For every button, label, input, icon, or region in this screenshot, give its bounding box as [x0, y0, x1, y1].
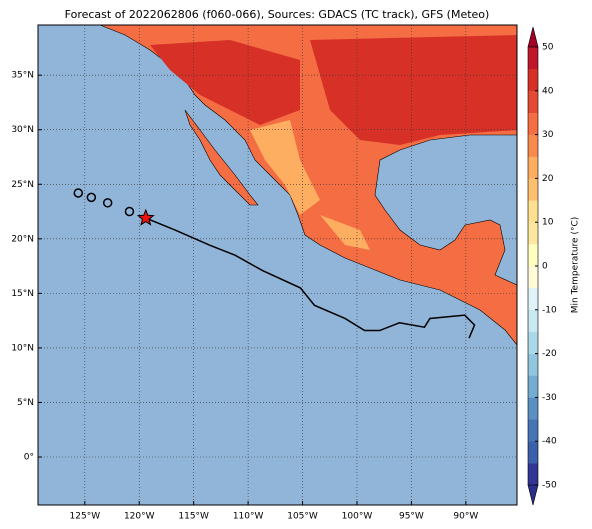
colorbar-tick-label: -40 — [542, 437, 557, 447]
past-position — [102, 198, 113, 208]
colorbar-segment — [528, 68, 538, 92]
y-tick-label: 0° — [24, 453, 34, 463]
x-tick-label: 115°W — [178, 512, 209, 522]
map-area — [38, 25, 517, 505]
x-tick-label: 90°W — [453, 512, 478, 522]
colorbar-tick-label: -20 — [542, 349, 557, 359]
colorbar-segment — [528, 353, 538, 376]
warm-region — [310, 35, 517, 145]
axes: 125°W 120°W 115°W 110°W 105°W 100°W 95°W 90°W 0°… — [11, 71, 478, 522]
y-tick-label: 25°N — [11, 180, 34, 190]
past-position — [73, 188, 84, 198]
x-tick-label: 95°W — [399, 512, 424, 522]
x-tick-label: 120°W — [124, 512, 155, 522]
colorbar-segment — [528, 178, 538, 201]
map-title: Forecast of 2022062806 (f060-066), Sourc… — [65, 8, 490, 21]
colorbar-tick-label: 40 — [542, 86, 554, 96]
colorbar-segment — [528, 419, 538, 442]
track — [73, 188, 476, 339]
colorbar-segment — [528, 244, 538, 267]
colorbar-segment — [528, 397, 538, 420]
land — [184, 109, 259, 206]
colorbar-segment — [528, 222, 538, 245]
colorbar-segment — [528, 112, 538, 135]
x-tick-label: 105°W — [287, 512, 318, 522]
x-tick-label: 110°W — [233, 512, 264, 522]
past-position — [124, 206, 135, 217]
colorbar-segment — [528, 331, 538, 354]
colorbar-segment — [528, 47, 538, 70]
colorbar-segment — [528, 200, 538, 223]
track-line — [145, 217, 476, 339]
past-position — [86, 192, 97, 203]
colorbar-tick-label: 20 — [542, 174, 554, 184]
cool-region — [320, 215, 370, 250]
colorbar-extend-high — [527, 26, 539, 48]
colorbar-tick-label: 50 — [542, 43, 554, 53]
colorbar-tick-label: 30 — [542, 130, 554, 140]
colorbar-segment — [528, 441, 538, 464]
y-tick-label: 5°N — [17, 398, 34, 408]
colorbar-segment — [528, 156, 538, 179]
colorbar-extend-low — [527, 484, 539, 506]
colorbar-segment — [528, 309, 538, 332]
map-frame — [37, 24, 518, 506]
colorbar-tick-label: -50 — [542, 481, 557, 491]
colorbar-segment — [528, 463, 538, 486]
colorbar: -50 -40 -30 -20 -10 0 10 20 30 40 50 — [527, 26, 557, 506]
colorbar-tick-label: 0 — [542, 262, 548, 272]
colorbar-segment — [528, 287, 538, 311]
colorbar-segment — [528, 266, 538, 289]
colorbar-segment — [528, 134, 538, 157]
x-tick-label: 125°W — [70, 512, 101, 522]
colorbar-tick-label: 10 — [542, 218, 554, 228]
y-tick-label: 30°N — [11, 125, 34, 135]
colorbar-tick-label: -10 — [542, 305, 557, 315]
x-tick-label: 100°W — [342, 512, 373, 522]
y-tick-label: 10°N — [11, 343, 34, 353]
y-tick-label: 15°N — [11, 289, 34, 299]
colorbar-segment — [528, 90, 538, 113]
warm-region — [150, 40, 300, 125]
cool-region — [250, 120, 320, 215]
colorbar-label: Min Temperature (°C) — [571, 217, 581, 314]
y-tick-label: 20°N — [11, 234, 34, 244]
grid — [38, 25, 517, 505]
colorbar-tick-label: -30 — [542, 393, 557, 403]
colorbar-segment — [528, 375, 538, 398]
y-tick-label: 35°N — [11, 71, 34, 81]
current-position — [136, 208, 155, 226]
